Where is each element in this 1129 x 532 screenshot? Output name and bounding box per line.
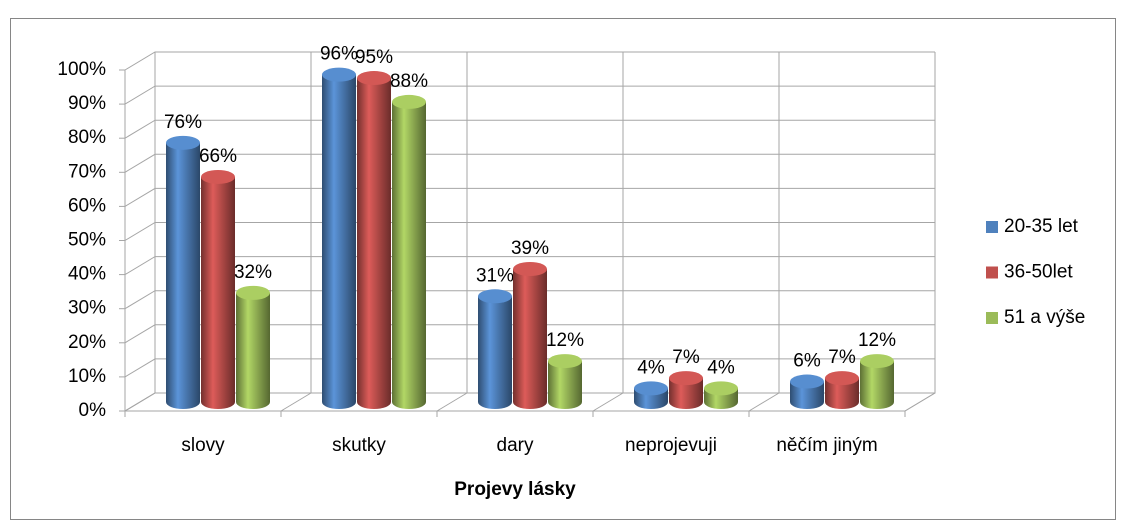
bar-body <box>392 101 426 410</box>
bar <box>236 285 270 409</box>
x-tick-label: něčím jiným <box>776 435 877 456</box>
bar <box>392 94 426 410</box>
data-label: 6% <box>793 351 821 372</box>
x-tick-label: neprojevuji <box>625 435 717 456</box>
bar-body <box>669 378 703 409</box>
bar <box>357 71 391 410</box>
legend-label: 36-50let <box>1004 262 1073 283</box>
floor-divider <box>904 392 936 412</box>
legend-label: 51 a výše <box>1004 307 1085 328</box>
bar <box>825 371 859 409</box>
bar-top <box>825 371 859 386</box>
legend-swatch <box>986 221 998 233</box>
data-label: 76% <box>164 112 202 133</box>
data-label: 4% <box>707 357 735 378</box>
bar-top <box>201 169 235 184</box>
bar-body <box>790 381 824 409</box>
data-label: 95% <box>355 47 393 68</box>
bar-body <box>201 176 235 409</box>
bar <box>548 354 582 409</box>
bar-body <box>357 78 391 410</box>
bar-top <box>392 94 426 109</box>
data-label: 39% <box>511 238 549 259</box>
x-tick-label: skutky <box>332 435 386 456</box>
x-axis-title: Projevy lásky <box>454 479 576 500</box>
data-label: 12% <box>858 330 896 351</box>
y-tick-label: 90% <box>68 93 106 114</box>
grid-line <box>124 187 935 207</box>
grid-line <box>124 290 935 310</box>
bar-top <box>478 289 512 304</box>
bar <box>322 67 356 409</box>
bar-top <box>860 354 894 369</box>
legend-swatch <box>986 266 998 279</box>
bar <box>634 381 668 409</box>
grid-line <box>124 256 935 276</box>
data-label: 31% <box>476 265 514 286</box>
floor-divider <box>436 392 468 412</box>
y-tick-label: 10% <box>68 366 106 387</box>
bar-top <box>322 67 356 82</box>
y-tick-label: 40% <box>68 264 106 285</box>
bar-body <box>322 74 356 409</box>
grid-line <box>124 85 935 105</box>
x-tick-label: slovy <box>181 435 225 456</box>
legend-swatch <box>986 312 998 324</box>
bar-top <box>513 262 547 277</box>
legend-label: 20-35 let <box>1004 216 1079 237</box>
grid-line <box>124 324 935 344</box>
x-tick-label: dary <box>497 435 534 456</box>
bar-top <box>357 71 391 86</box>
floor-divider <box>748 392 780 412</box>
bar <box>201 169 235 409</box>
bar-body <box>513 269 547 409</box>
y-tick-label: 100% <box>57 59 106 80</box>
floor-divider <box>280 392 312 412</box>
y-tick-label: 60% <box>68 195 106 216</box>
grid-line <box>124 222 935 241</box>
grid-line <box>124 358 935 378</box>
data-label: 32% <box>234 262 272 283</box>
y-tick-label: 70% <box>68 161 106 182</box>
data-label: 7% <box>672 347 700 368</box>
bar-top <box>669 371 703 386</box>
y-tick-label: 20% <box>68 332 106 353</box>
y-tick-label: 50% <box>68 230 106 251</box>
y-tick-label: 0% <box>79 400 107 421</box>
data-label: 66% <box>199 146 237 167</box>
bar-top <box>790 374 824 389</box>
data-label: 96% <box>320 44 358 65</box>
data-label: 12% <box>546 330 584 351</box>
bar <box>478 289 512 409</box>
bar-top <box>704 381 738 396</box>
bar-top <box>166 135 200 150</box>
bar-body <box>478 296 512 409</box>
bar-body <box>166 142 200 409</box>
bar-body <box>548 361 582 409</box>
bar-body <box>236 292 270 409</box>
y-tick-label: 80% <box>68 127 106 148</box>
bar-body <box>825 378 859 409</box>
data-label: 7% <box>828 347 856 368</box>
bar-top <box>236 285 270 300</box>
bar-body <box>860 361 894 409</box>
bar <box>860 354 894 409</box>
y-tick-label: 30% <box>68 298 106 319</box>
bar <box>166 135 200 409</box>
bar-top <box>548 354 582 369</box>
grid-line <box>124 119 935 139</box>
data-label: 4% <box>637 357 665 378</box>
bar-top <box>634 381 668 396</box>
bar <box>790 374 824 409</box>
grid-line <box>124 153 935 173</box>
bar <box>513 262 547 409</box>
grid-line <box>124 51 935 71</box>
data-label: 88% <box>390 71 428 92</box>
floor-divider <box>592 392 624 412</box>
bar <box>704 381 738 409</box>
bar <box>669 371 703 409</box>
